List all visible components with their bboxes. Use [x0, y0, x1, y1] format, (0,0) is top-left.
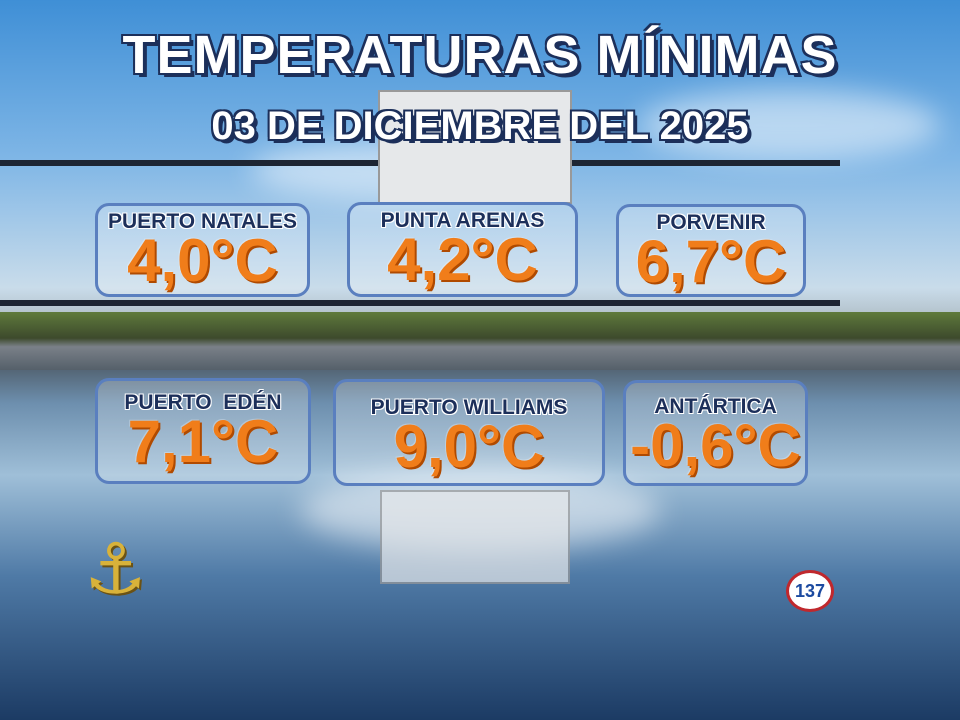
station-temperature: 6,7°C — [635, 228, 787, 295]
station-name: PUERTO WILLIAMS — [370, 396, 568, 419]
station-temperature: 4,0°C — [127, 227, 278, 294]
station-temperature: -0,6°C — [630, 412, 801, 479]
station-box: ANTÁRTICA -0,6°C — [623, 380, 808, 486]
ground — [0, 312, 960, 370]
weather-shelter — [378, 90, 572, 204]
station-box: PUNTA ARENAS 4,2°C — [347, 202, 578, 297]
navy-emblem: ⚓ — [84, 530, 147, 608]
station-temperature: 4,2°C — [387, 226, 538, 293]
station-name: PUERTO EDÉN — [124, 391, 282, 414]
fence-rail — [0, 300, 840, 306]
logo: 137 — [786, 570, 834, 612]
shelter-reflection — [380, 490, 570, 584]
title: TEMPERATURAS MÍNIMAS — [122, 25, 838, 85]
station-box: PUERTO WILLIAMS 9,0°C — [333, 379, 605, 486]
station-box: PORVENIR 6,7°C — [616, 204, 806, 297]
station-temperature: 9,0°C — [393, 413, 545, 480]
station-name: PUNTA ARENAS — [380, 209, 545, 232]
station-box: PUERTO EDÉN 7,1°C — [95, 378, 311, 484]
station-temperature: 7,1°C — [127, 408, 279, 475]
station-name: PORVENIR — [656, 211, 766, 234]
date: 03 DE DICIEMBRE DEL 2025 — [211, 104, 749, 148]
station-name: ANTÁRTICA — [654, 395, 777, 418]
cloud — [640, 90, 940, 160]
station-name: PUERTO NATALES — [107, 210, 297, 233]
station-box: PUERTO NATALES 4,0°C — [95, 203, 310, 297]
